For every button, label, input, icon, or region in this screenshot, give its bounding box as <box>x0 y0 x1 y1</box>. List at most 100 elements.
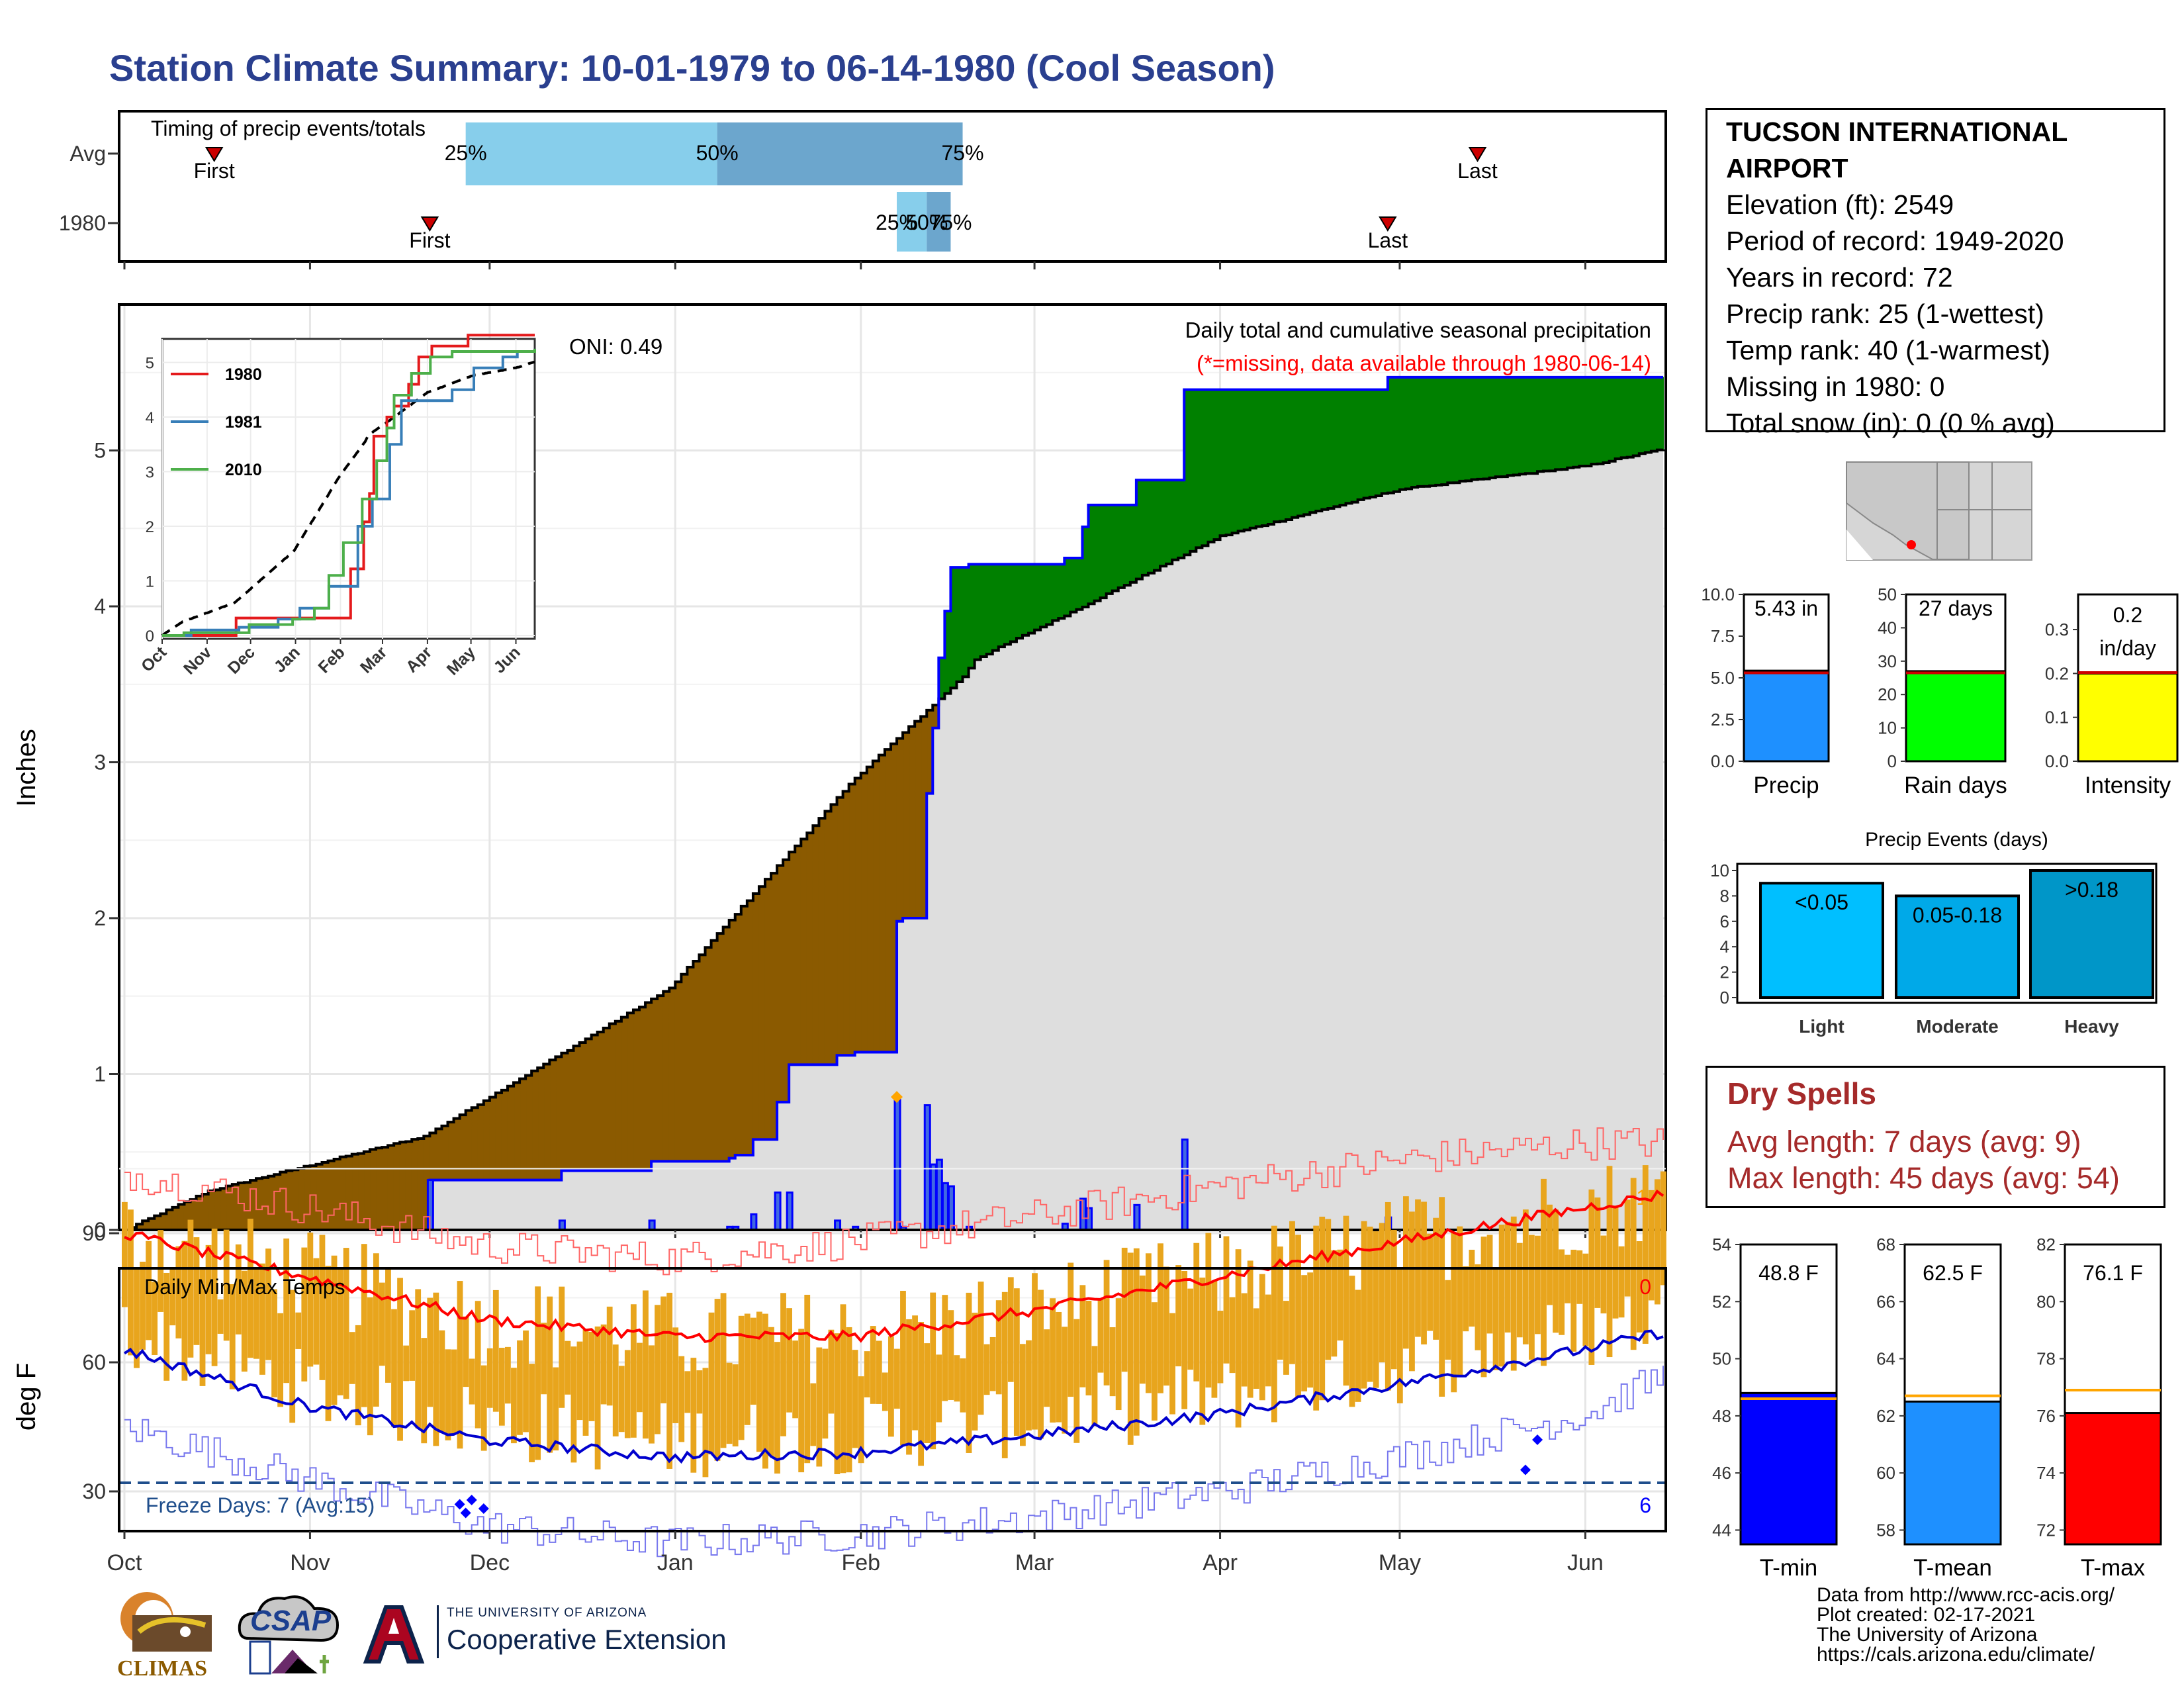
precip-title: Daily total and cumulative seasonal prec… <box>1185 318 1651 342</box>
temp-daily-bar <box>762 1313 768 1469</box>
temp-daily-bar <box>169 1268 176 1326</box>
temp-daily-bar <box>792 1340 799 1419</box>
temp-daily-bar <box>1361 1221 1367 1389</box>
temp-summary-tick-label: 72 <box>2036 1520 2056 1540</box>
inset-legend-label: 1980 <box>225 365 262 384</box>
temp-daily-bar <box>1127 1252 1134 1445</box>
precip-y-tick-label: 4 <box>94 594 106 618</box>
temp-daily-bar <box>894 1348 900 1409</box>
temp-summary-tick-label: 58 <box>1876 1520 1895 1540</box>
station-name: TUCSON INTERNATIONAL AIRPORT <box>1726 117 2068 183</box>
temp-daily-bar <box>1553 1209 1559 1333</box>
footer-url: https://cals.arizona.edu/climate/ <box>1817 1644 2095 1665</box>
station-elevation: Elevation (ft): 2549 <box>1726 189 1954 220</box>
dry-spells-panel: Dry Spells Avg length: 7 days (avg: 9) M… <box>1706 1066 2165 1208</box>
temp-daily-bar <box>385 1269 391 1383</box>
mini-bar-tick-label: 0.2 <box>2045 663 2069 683</box>
temp-daily-bar <box>445 1349 451 1440</box>
temp-summary-tick-label: 68 <box>1876 1235 1895 1254</box>
temp-daily-bar <box>1152 1302 1158 1421</box>
temp-daily-bar <box>612 1344 619 1436</box>
mini-bar-label: Precip <box>1753 773 1819 798</box>
temp-daily-bar <box>594 1326 601 1470</box>
temp-daily-bar <box>283 1238 290 1383</box>
temp-daily-bar <box>1223 1236 1230 1364</box>
temp-daily-bar <box>720 1293 727 1448</box>
events-tick-label: 2 <box>1720 962 1729 982</box>
temp-daily-bar <box>1409 1211 1415 1372</box>
station-snow: Total snow (in): 0 (0 % avg) <box>1726 408 2055 438</box>
precip-daily-bar <box>750 1213 758 1231</box>
temp-daily-bar <box>1068 1262 1074 1397</box>
temp-daily-bar <box>403 1345 409 1382</box>
temp-summary-label: T-min <box>1760 1555 1818 1581</box>
timing-q75-label: 75% <box>942 141 984 165</box>
temp-daily-bar <box>588 1331 595 1421</box>
temp-summary-label: T-max <box>2081 1555 2146 1581</box>
ua-small-text: THE UNIVERSITY OF ARIZONA <box>447 1606 647 1620</box>
timing-row-label: Avg <box>69 142 106 165</box>
mini-bar-chart-rain-days: 0 10 20 30 40 50 27 days Rain days <box>1878 585 2007 798</box>
temp-daily-bar <box>1642 1165 1649 1344</box>
temp-daily-bar <box>655 1305 660 1434</box>
temp-daily-bar <box>732 1364 739 1447</box>
footer-source: Data from http://www.rcc-acis.org/ <box>1817 1584 2115 1606</box>
temp-daily-bar <box>983 1344 990 1395</box>
temp-daily-bar <box>1469 1249 1475 1327</box>
temp-summary-tick-label: 78 <box>2036 1349 2056 1369</box>
temp-daily-bar <box>1013 1288 1020 1436</box>
temp-daily-bar <box>1379 1223 1385 1363</box>
temp-daily-bar <box>582 1329 589 1436</box>
precip-y-tick-label: 2 <box>94 906 106 930</box>
temp-daily-bar <box>924 1343 931 1443</box>
temp-daily-bar <box>864 1351 870 1398</box>
temp-daily-bar <box>887 1336 894 1437</box>
temp-daily-bar <box>774 1342 780 1474</box>
timing-box-upper <box>717 122 963 185</box>
mini-bar-tick-label: 0.3 <box>2045 620 2069 639</box>
temp-daily-bar <box>181 1241 188 1381</box>
precip-average-line <box>124 448 1664 1231</box>
temp-daily-bar <box>259 1263 265 1375</box>
temp-daily-bar <box>690 1358 697 1473</box>
temp-daily-bar <box>810 1383 817 1446</box>
temp-summary-tick-label: 66 <box>1876 1291 1895 1311</box>
temp-summary-t-min: 44 46 48 50 52 54 48.8 F T-min <box>1712 1235 1838 1581</box>
timing-q25-label: 25% <box>876 211 918 234</box>
temp-daily-bar <box>553 1367 559 1451</box>
temp-daily-bar <box>1576 1250 1583 1304</box>
temp-daily-bar <box>1301 1275 1307 1391</box>
inset-y-tick-label: 3 <box>146 464 154 482</box>
temp-daily-bar <box>1313 1225 1320 1411</box>
mini-bar-tick-label: 0.1 <box>2045 708 2069 727</box>
temp-daily-bar <box>1241 1293 1248 1387</box>
temp-daily-bar <box>235 1244 242 1335</box>
precip-daily-bar <box>648 1219 656 1231</box>
temp-daily-bar <box>1367 1227 1373 1382</box>
temp-daily-bar <box>918 1322 925 1466</box>
timing-q25-label: 25% <box>445 141 487 165</box>
mini-bar-value <box>2077 672 2179 763</box>
temp-daily-bar <box>480 1365 487 1451</box>
temp-daily-bar <box>1038 1289 1044 1439</box>
temp-summary-bar <box>1903 1400 2002 1546</box>
temp-summary-tick-label: 76 <box>2036 1406 2056 1426</box>
events-tick-label: 6 <box>1720 912 1729 931</box>
inset-y-tick-label: 5 <box>146 355 154 373</box>
temp-daily-bar <box>1211 1280 1218 1398</box>
temp-daily-bar <box>1103 1260 1110 1385</box>
timing-title: Timing of precip events/totals <box>151 117 426 140</box>
temp-daily-bar <box>1259 1274 1265 1401</box>
mini-bar-value-unit: in/day <box>2099 636 2156 660</box>
temp-daily-bar <box>469 1358 475 1405</box>
temp-daily-bar <box>1331 1250 1338 1357</box>
timing-q50-label: 50% <box>905 211 948 234</box>
station-missing: Missing in 1980: 0 <box>1726 371 1945 402</box>
mini-bar-tick-label: 0.0 <box>2045 751 2069 771</box>
temp-summary-tick-label: 50 <box>1712 1349 1731 1369</box>
temp-daily-bar <box>271 1289 277 1397</box>
temp-daily-bar <box>1594 1197 1601 1308</box>
temp-daily-bar <box>942 1295 948 1401</box>
temp-daily-bar <box>331 1255 338 1405</box>
temp-daily-bar <box>1541 1178 1547 1366</box>
